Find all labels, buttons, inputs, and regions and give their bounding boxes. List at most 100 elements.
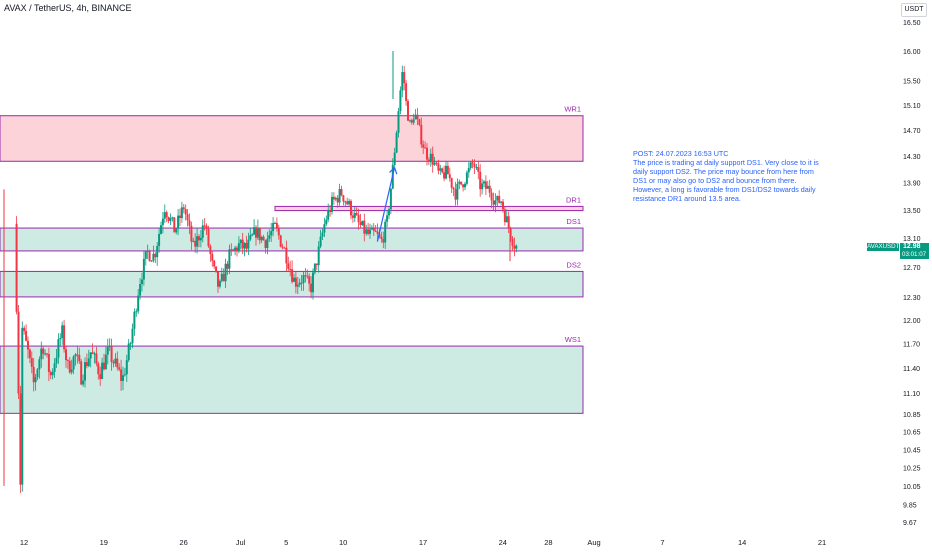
candle-body (441, 168, 444, 173)
candle-body (420, 124, 423, 145)
candle-body (131, 328, 134, 344)
y-tick-label: 14.30 (903, 154, 921, 161)
zone-label-ws1: WS1 (565, 335, 581, 344)
candle-body (273, 222, 276, 224)
candle-body (102, 362, 105, 370)
x-tick-label: 19 (100, 538, 108, 547)
candle-body (215, 266, 218, 272)
candle-body (76, 354, 79, 356)
candle-body (234, 247, 237, 251)
candle-body (378, 233, 381, 237)
candle-body (163, 212, 166, 219)
candle-body (245, 242, 248, 249)
candle-body (173, 217, 176, 233)
candle-body (405, 83, 408, 102)
candle-body (374, 230, 377, 232)
candle-body (486, 185, 489, 189)
candle-body (511, 238, 514, 246)
candle-body (416, 114, 419, 120)
candle-body (268, 235, 271, 239)
candle-body (454, 189, 457, 200)
zone-ws1 (0, 345, 584, 414)
candle-body (465, 172, 468, 184)
candle-body (275, 222, 278, 228)
candle-body (108, 345, 111, 348)
candle-body (25, 330, 28, 341)
candle-body (321, 232, 324, 237)
y-tick-label: 15.10 (903, 103, 921, 110)
candle-body (338, 189, 341, 203)
candle-body (397, 111, 400, 133)
candle-body (481, 183, 484, 190)
candle-body (213, 260, 216, 267)
candle-body (32, 366, 35, 383)
candle-body (63, 325, 66, 350)
candle-body (127, 343, 130, 361)
candle-body (51, 371, 54, 376)
candle-body (291, 269, 294, 282)
zone-wr1 (0, 115, 584, 162)
candle-body (142, 258, 145, 280)
zone-dr1 (274, 205, 584, 212)
candle-body (399, 90, 402, 112)
candle-body (389, 188, 392, 210)
candle-body (443, 172, 446, 179)
candle-body (270, 231, 273, 236)
candle-body (258, 227, 261, 241)
currency-selector[interactable]: USDT (901, 3, 927, 17)
candle-body (232, 249, 235, 251)
y-tick-label: 11.10 (903, 391, 920, 398)
candle-body (422, 144, 425, 148)
candle-body (300, 282, 303, 284)
candle-body (203, 225, 206, 227)
candle-body (197, 236, 200, 241)
candle-body (254, 227, 257, 238)
candle-body (95, 353, 98, 364)
x-tick-label: 26 (179, 538, 187, 547)
candle-body (61, 325, 64, 339)
candle-body (492, 200, 495, 205)
candle-body (310, 283, 313, 293)
trend-arrow-head (393, 167, 398, 175)
candle-body (289, 268, 292, 270)
candle-body (414, 114, 417, 120)
candle-body (228, 249, 231, 269)
candle-body (372, 227, 375, 231)
candle-body (241, 239, 244, 249)
y-tick-label: 11.40 (903, 366, 920, 373)
candle-body (355, 212, 358, 215)
candle-body (89, 352, 92, 359)
candle-body (53, 363, 56, 372)
candle-body (456, 183, 459, 200)
candle-body (154, 253, 157, 258)
candle-body (104, 354, 107, 370)
candle-body (435, 162, 438, 164)
candle-body (42, 348, 45, 354)
x-tick-label: 7 (660, 538, 664, 547)
candle-body (332, 196, 335, 200)
zones-layer: WR1 DR1 DS1 DS2 WS1 (0, 105, 584, 414)
candle-body (292, 277, 295, 282)
candle-body (308, 276, 311, 284)
candle-body (462, 184, 465, 188)
candle-body (507, 216, 510, 228)
candle-body (393, 152, 396, 165)
candle-body (424, 147, 427, 149)
symbol-title[interactable]: AVAX / TetherUS, 4h, BINANCE (4, 3, 132, 13)
candle-body (425, 147, 428, 160)
candle-body (218, 280, 221, 287)
candle-body (139, 284, 142, 296)
candle-body (55, 357, 58, 364)
candle-body (272, 223, 275, 232)
candle-body (44, 353, 47, 355)
candle-body (165, 212, 168, 218)
candle-body (82, 380, 85, 385)
candle-body (260, 236, 263, 241)
candle-body (427, 159, 430, 162)
candle-body (484, 181, 487, 189)
candle-body (190, 225, 193, 242)
candle-body (118, 367, 121, 370)
candle-body (412, 119, 415, 123)
